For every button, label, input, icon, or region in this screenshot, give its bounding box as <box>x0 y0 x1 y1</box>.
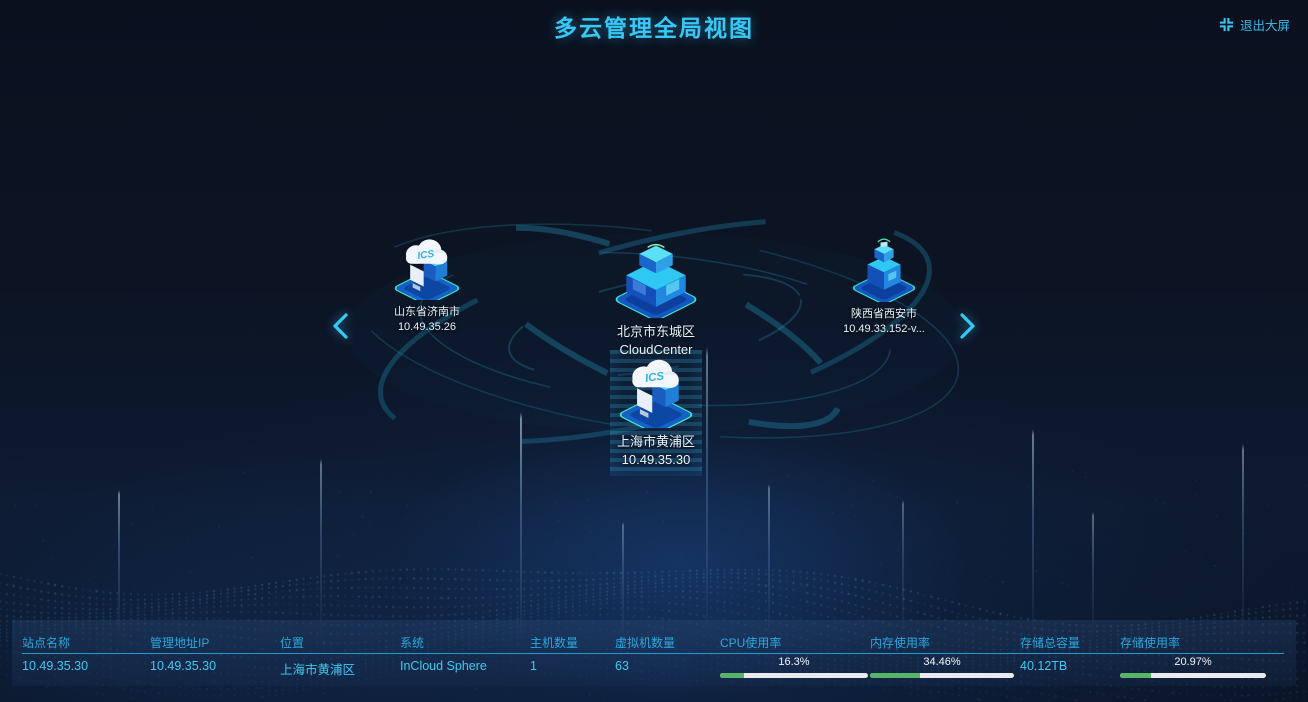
light-beam <box>902 500 904 640</box>
node-beijing-cloudcenter[interactable]: 北京市东城区 CloudCenter <box>597 240 715 358</box>
node-shanghai[interactable]: ICS 上海市黄浦区 10.49.35.30 <box>602 356 710 468</box>
next-arrow-icon[interactable] <box>959 313 977 339</box>
node-name: 北京市东城区 <box>616 324 695 339</box>
cell-vms: 63 <box>615 659 629 673</box>
exit-fullscreen-icon <box>1219 17 1234 32</box>
node-xian[interactable]: 陕西省西安市 10.49.33.152-v... <box>826 234 942 337</box>
storage-usage-value: 20.97% <box>1174 656 1212 668</box>
cloud-site-icon: ICS <box>394 239 460 305</box>
light-beam <box>706 347 708 647</box>
cell-location: 上海市黄浦区 <box>280 663 356 677</box>
node-address: 10.49.33.152-v... <box>843 322 925 335</box>
cpu-usage-bar <box>720 673 868 678</box>
col-header-system: 系统 <box>400 636 425 650</box>
col-header-location: 位置 <box>280 636 305 650</box>
node-address: 10.49.35.30 <box>621 451 691 467</box>
light-beam <box>1092 512 1094 642</box>
ics-label: ICS <box>417 249 435 262</box>
node-jinan[interactable]: ICS 山东省济南市 10.49.35.26 <box>369 236 485 335</box>
prev-arrow-icon[interactable] <box>331 313 349 339</box>
cell-hosts: 1 <box>530 659 537 673</box>
cloud-site-icon: ICS <box>619 359 693 433</box>
memory-usage-bar <box>870 673 1014 678</box>
cloudcenter-icon <box>615 243 697 320</box>
light-beam <box>768 484 770 644</box>
cell-system: InCloud Sphere <box>400 659 487 673</box>
cell-site: 10.49.35.30 <box>22 659 89 673</box>
col-header-memory: 内存使用率 <box>870 636 931 650</box>
light-beam <box>320 459 322 644</box>
node-name: 山东省济南市 <box>394 306 460 318</box>
ics-label: ICS <box>644 370 665 385</box>
light-beam <box>622 522 624 642</box>
light-beam <box>1032 429 1034 644</box>
storage-usage-bar <box>1120 673 1266 678</box>
page-title: 多云管理全局视图 <box>554 15 754 41</box>
node-address: CloudCenter <box>619 341 693 357</box>
exit-fullscreen-button[interactable]: 退出大屏 <box>1219 15 1290 34</box>
tower-site-icon <box>852 238 916 304</box>
col-header-vms: 虚拟机数量 <box>615 636 676 650</box>
node-name: 上海市黄浦区 <box>616 434 695 449</box>
light-beam <box>1242 444 1244 644</box>
light-beam <box>520 412 522 647</box>
node-name: 陕西省西安市 <box>851 308 917 320</box>
col-header-ip: 管理地址IP <box>150 636 210 650</box>
memory-usage-bar-fill <box>870 673 920 678</box>
col-header-site: 站点名称 <box>22 636 71 650</box>
node-address: 10.49.35.26 <box>397 320 457 333</box>
col-header-storage-total: 存储总容量 <box>1020 636 1081 650</box>
memory-usage-value: 34.46% <box>923 656 961 668</box>
storage-usage-bar-fill <box>1120 673 1151 678</box>
col-header-cpu: CPU使用率 <box>720 636 782 650</box>
cpu-usage-value: 16.3% <box>778 656 810 668</box>
exit-fullscreen-label: 退出大屏 <box>1239 19 1290 33</box>
col-header-hosts: 主机数量 <box>530 636 579 650</box>
cell-storage-total: 40.12TB <box>1020 659 1068 673</box>
light-beam <box>118 490 120 640</box>
cpu-usage-bar-fill <box>720 673 745 678</box>
table-header-divider <box>22 653 1284 654</box>
site-stats-table: 站点名称 管理地址IP 位置 系统 主机数量 虚拟机数量 CPU使用率 内存使用… <box>12 620 1296 686</box>
col-header-storage-used: 存储使用率 <box>1120 636 1181 650</box>
cell-ip: 10.49.35.30 <box>150 659 217 673</box>
